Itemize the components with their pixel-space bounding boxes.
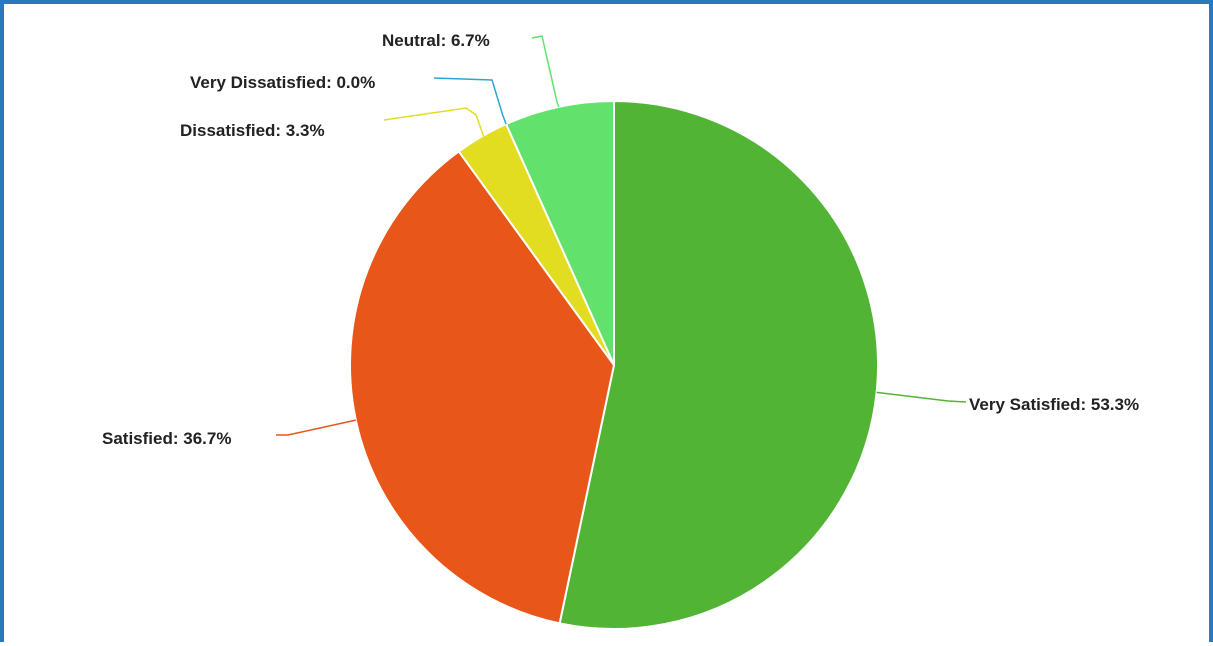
pie-slices <box>350 101 878 629</box>
leader-line-very-satisfied <box>877 392 966 402</box>
slice-label-very-satisfied: Very Satisfied: 53.3% <box>969 395 1139 414</box>
leader-line-dissatisfied <box>384 108 484 137</box>
slice-label-very-dissatisfied: Very Dissatisfied: 0.0% <box>190 73 375 92</box>
leader-line-satisfied <box>276 420 356 435</box>
slice-label-satisfied: Satisfied: 36.7% <box>102 429 231 448</box>
slice-label-dissatisfied: Dissatisfied: 3.3% <box>180 121 325 140</box>
leader-line-very-dissatisfied <box>434 78 506 124</box>
leader-line-neutral <box>532 36 559 107</box>
pie-chart: Very Satisfied: 53.3% Satisfied: 36.7% Dis… <box>4 4 1213 646</box>
slice-label-neutral: Neutral: 6.7% <box>382 31 490 50</box>
